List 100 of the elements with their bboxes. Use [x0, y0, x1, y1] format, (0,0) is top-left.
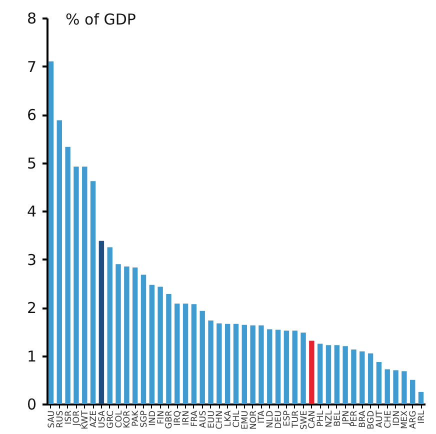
bar: [65, 146, 70, 404]
bar: [384, 369, 390, 404]
bar: [334, 345, 340, 404]
x-tick-label: BRA: [358, 410, 368, 428]
x-tick-label: EUU: [206, 410, 217, 428]
x-tick-label: USA: [97, 410, 108, 428]
bar: [275, 330, 281, 404]
bar: [56, 120, 62, 404]
bar: [309, 340, 314, 404]
x-tick-label: ARG: [408, 410, 419, 429]
bar: [224, 324, 230, 404]
x-tick-label: CHL: [232, 410, 242, 428]
x-tick-label: DEU: [274, 410, 284, 429]
x-tick-label: GBR: [164, 410, 175, 429]
bar: [158, 286, 163, 404]
bar: [368, 353, 374, 404]
x-tick-label: COL: [114, 410, 124, 428]
bar: [216, 323, 222, 404]
x-tick-label: IRL: [417, 410, 428, 424]
bar: [124, 266, 130, 404]
x-tick-label: IDN: [392, 410, 402, 426]
bar: [376, 362, 382, 404]
bar: [149, 284, 155, 404]
bar: [292, 330, 298, 404]
bar: [208, 320, 214, 404]
bar: [393, 370, 398, 404]
bar: [233, 324, 239, 404]
bar: [107, 247, 112, 404]
y-tick-label: 1: [26, 347, 36, 366]
x-tick-label: PHL: [316, 410, 326, 427]
bar: [174, 304, 180, 404]
x-tick-label: PER: [350, 410, 360, 427]
x-tick-label: IRN: [182, 410, 192, 426]
x-tick-label: BEL: [332, 410, 343, 426]
bar: [258, 325, 264, 404]
y-tick-label: 6: [26, 106, 36, 124]
bar: [342, 346, 348, 404]
x-tick-label: ISR: [64, 410, 74, 424]
x-tick-label: FIN: [156, 410, 166, 424]
x-tick-label: AUT: [374, 410, 385, 428]
y-tick-label: 8: [26, 10, 36, 28]
x-tick-label: CHN: [215, 410, 226, 430]
bar: [267, 329, 272, 404]
bar: [74, 166, 79, 404]
x-tick-label: CAN: [308, 410, 318, 429]
x-tick-label: AZE: [89, 410, 100, 428]
x-tick-label: MEX: [400, 410, 410, 430]
x-tick-label: EMU: [240, 410, 250, 430]
x-tick-label: BGD: [366, 410, 377, 430]
y-tick-label: 3: [26, 250, 36, 269]
bar: [116, 264, 121, 404]
x-tick-label: KOR: [122, 410, 133, 428]
bar: [410, 380, 416, 404]
bar: [351, 349, 356, 404]
x-tick-label: JPN: [341, 410, 352, 426]
x-tick-label: ITA: [257, 410, 268, 424]
x-tick-label: FRA: [190, 410, 200, 427]
x-tick-label: IND: [148, 410, 158, 426]
bar: [182, 304, 188, 404]
x-tick-label: GRC: [106, 410, 116, 429]
bar: [140, 274, 146, 404]
x-tick-label: ESP: [282, 410, 292, 426]
bar: [418, 392, 424, 404]
bar: [48, 61, 54, 404]
bar: [90, 181, 96, 404]
y-tick-label: 4: [26, 202, 36, 220]
bar: [284, 330, 290, 404]
y-tick-label: 7: [26, 58, 36, 76]
x-tick-label: KWT: [80, 410, 91, 430]
x-tick-label: CHE: [383, 410, 394, 428]
bar: [166, 294, 172, 404]
y-axis-title: % of GDP: [66, 10, 136, 28]
x-tick-label: SGP: [139, 410, 150, 428]
x-tick-label: IRQ: [173, 410, 184, 426]
x-tick-label: AUS: [198, 410, 208, 428]
bar: [326, 345, 332, 404]
bar: [300, 332, 306, 404]
x-tick-label: TUR: [290, 410, 301, 429]
bar: [132, 267, 138, 404]
y-tick-label: 2: [26, 299, 36, 317]
bar: [98, 240, 104, 404]
bar: [250, 325, 256, 404]
x-tick-label: NZL: [324, 410, 335, 428]
x-tick-label: JOR: [72, 410, 82, 427]
y-tick-label: 0: [26, 396, 36, 414]
bar: [191, 304, 197, 404]
y-tick-label: 5: [26, 154, 36, 172]
x-tick-label: NLD: [266, 410, 276, 428]
bar: [317, 344, 323, 404]
x-tick-label: RUS: [55, 410, 66, 428]
x-tick-label: PAK: [131, 410, 142, 426]
bar: [242, 324, 248, 404]
x-tick-label: NOR: [248, 410, 259, 430]
x-tick-label: SAU: [46, 410, 57, 428]
bar: [82, 166, 88, 404]
bar: [200, 310, 205, 404]
x-tick-label: LKA: [224, 410, 234, 426]
bar: [402, 371, 407, 404]
x-tick-label: SWE: [299, 410, 310, 430]
bar: [360, 351, 365, 404]
